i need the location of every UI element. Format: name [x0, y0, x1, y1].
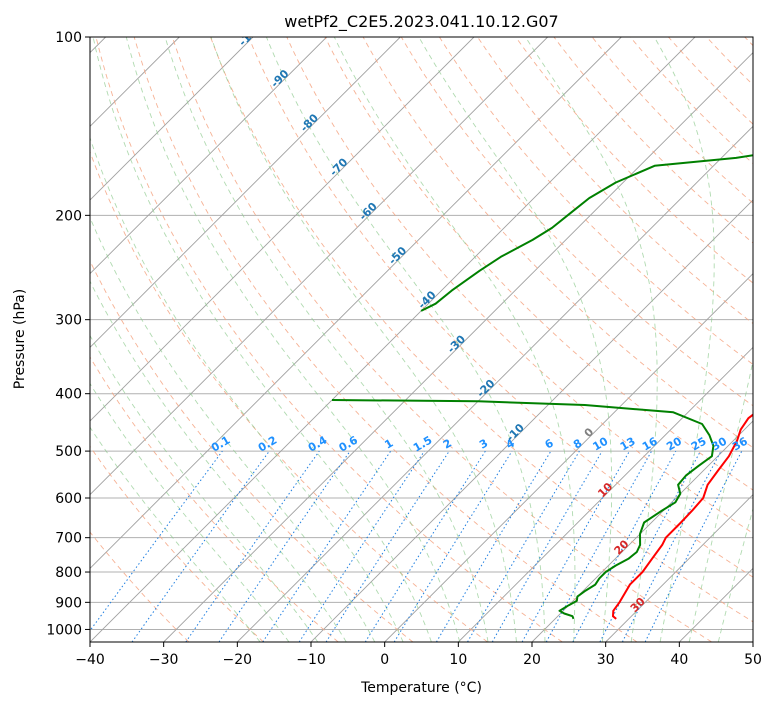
moist-adiabat-0 — [90, 136, 404, 642]
dry-adiabat-40 — [171, 37, 712, 642]
mixing-ratio-20 — [572, 450, 677, 642]
y-tick-label: 900 — [55, 595, 82, 611]
dry-adiabat-0 — [90, 259, 414, 642]
x-tick-label: 10 — [449, 652, 467, 668]
isotherm--40 — [90, 37, 696, 642]
profile-lines — [331, 154, 753, 620]
dry-adiabat-130 — [515, 37, 753, 284]
isotherm--30 — [163, 52, 753, 642]
dry-adiabat-10 — [90, 150, 488, 642]
y-tick-label: 700 — [55, 531, 82, 547]
isotherm--50 — [90, 37, 622, 569]
background-lines — [90, 37, 753, 642]
x-tick-label: 30 — [597, 652, 615, 668]
y-tick-label: 1000 — [46, 622, 82, 638]
mixing-ratio-0.4 — [185, 450, 320, 642]
moist-adiabat-32 — [525, 37, 658, 642]
moist-adiabat--20 — [90, 426, 261, 642]
moist-adiabat-24 — [333, 37, 576, 642]
profile-line-0 — [612, 413, 753, 620]
isotherm-20 — [531, 420, 753, 642]
moist-adiabat-20 — [265, 37, 546, 642]
isotherm-10 — [458, 346, 753, 642]
isotherm--80 — [90, 37, 401, 348]
moist-adiabat-16 — [210, 37, 517, 642]
isotherm--90 — [90, 37, 327, 275]
dry-adiabat-70 — [286, 37, 753, 534]
dry-adiabat--20 — [90, 445, 264, 642]
mixing-ratio-2 — [325, 450, 450, 642]
x-axis-title: Temperature (°C) — [360, 680, 482, 696]
isotherm-30 — [605, 494, 753, 642]
x-tick-label: −20 — [223, 652, 253, 668]
moist-adiabat--16 — [90, 382, 290, 642]
x-tick-label: −10 — [296, 652, 326, 668]
y-tick-label: 200 — [55, 208, 82, 224]
profile-line-2 — [420, 154, 753, 312]
dry-adiabat--30 — [90, 531, 190, 642]
mixing-ratio-0.1 — [90, 450, 223, 632]
mixing-ratio-0.6 — [218, 450, 351, 642]
dry-adiabat-60 — [248, 37, 753, 578]
x-tick-label: −40 — [75, 652, 105, 668]
isotherm--60 — [90, 37, 548, 496]
moist-adiabat-12 — [164, 37, 489, 642]
dry-adiabat--10 — [90, 356, 339, 642]
y-tick-label: 100 — [55, 30, 82, 46]
isotherm--20 — [237, 125, 753, 642]
moist-adiabat-28 — [418, 37, 613, 642]
plot-frame — [89, 36, 754, 643]
x-tick-label: −30 — [149, 652, 179, 668]
mixing-ratio-36 — [644, 450, 743, 642]
moist-adiabat-36 — [653, 37, 715, 642]
y-axis-title: Pressure (hPa) — [12, 289, 28, 389]
y-tick-label: 400 — [55, 387, 82, 403]
plot-background — [90, 37, 753, 642]
isotherm--70 — [90, 37, 475, 422]
dry-adiabat-110 — [439, 37, 753, 365]
moist-adiabat--12 — [90, 334, 319, 642]
y-tick-label: 500 — [55, 444, 82, 460]
chart-title: wetPf2_C2E5.2023.041.10.12.G07 — [284, 12, 558, 32]
axes: −40 −30 −20 −10 0 10 20 30 40 50 100 200 300 400 500 60… — [46, 30, 762, 668]
x-tick-label: 0 — [380, 652, 389, 668]
x-tick-label: 40 — [670, 652, 688, 668]
dry-adiabat-50 — [210, 37, 753, 623]
mixing-ratio-13 — [521, 450, 630, 642]
moist-adiabat-4 — [92, 37, 432, 642]
mixing-ratio-1.5 — [298, 450, 425, 642]
mixing-ratio-1 — [262, 450, 392, 642]
x-tick-label: 20 — [523, 652, 541, 668]
mixing-ratio-4 — [393, 450, 513, 642]
isotherm-0 — [384, 273, 753, 642]
dry-adiabat-100 — [400, 37, 753, 407]
isotherm--100 — [90, 37, 254, 201]
moist-adiabat--4 — [90, 216, 376, 642]
mixing-ratio-16 — [545, 450, 653, 642]
moist-adiabat-8 — [125, 37, 461, 642]
profile-line-1 — [331, 399, 715, 620]
y-tick-label: 600 — [55, 491, 82, 507]
mixing-ratio-0.2 — [131, 450, 270, 642]
y-tick-label: 300 — [55, 313, 82, 329]
y-tick-label: 800 — [55, 565, 82, 581]
dry-adiabat-20 — [95, 37, 563, 642]
isotherm-label: -100 — [236, 20, 265, 49]
x-tick-label: 50 — [744, 652, 762, 668]
